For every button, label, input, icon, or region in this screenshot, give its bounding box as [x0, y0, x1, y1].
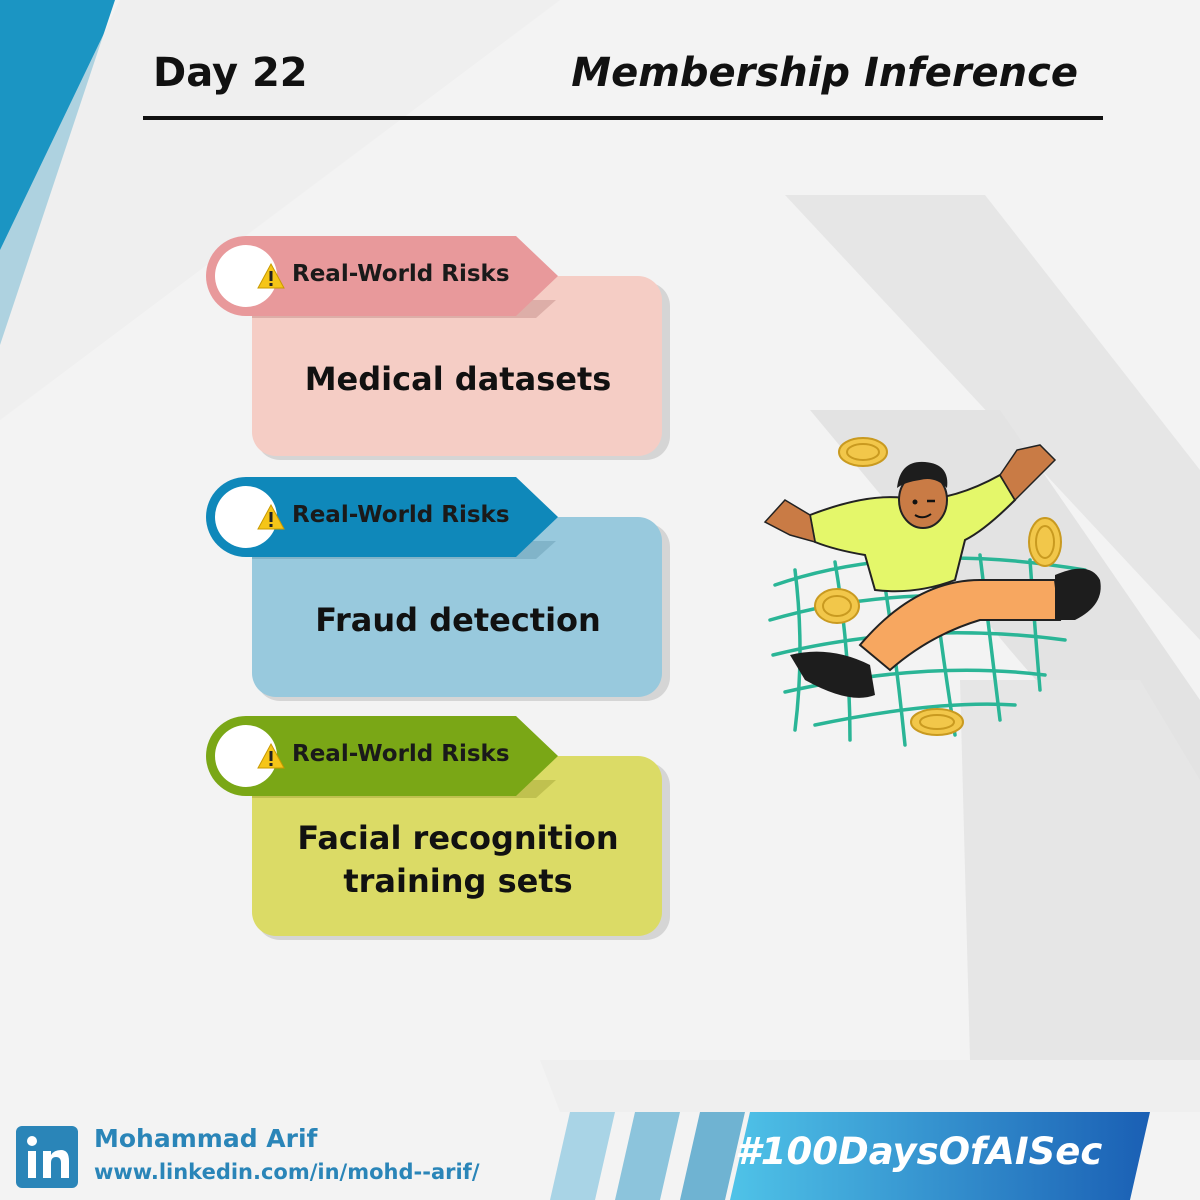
card-shape [206, 236, 670, 460]
profile-link[interactable]: www.linkedin.com/in/mohd--arif/ [94, 1160, 480, 1184]
coin-icon [910, 708, 964, 736]
warning-icon [257, 743, 285, 769]
person-falling-in-net-illustration [763, 437, 1101, 747]
page-title: Membership Inference [571, 50, 1078, 96]
card-shape [206, 716, 670, 940]
author-name: Mohammad Arif [94, 1124, 318, 1153]
warning-icon [257, 263, 285, 289]
risk-card-medical: Real-World Risks Medical datasets [206, 236, 676, 460]
hashtag-label: #100DaysOfAISec [735, 1130, 1103, 1173]
risk-card-facial: Real-World Risks Facial recognition trai… [206, 716, 676, 940]
risk-card-text: Fraud detection [256, 523, 660, 699]
risk-badge-label: Real-World Risks [292, 261, 510, 287]
linkedin-icon[interactable] [16, 1126, 78, 1188]
hashtag-banner [550, 1112, 1150, 1200]
coin-icon [838, 437, 888, 467]
risk-line: training sets [343, 862, 573, 900]
coin-icon [814, 588, 860, 624]
coin-icon [1028, 517, 1062, 567]
risk-line: Medical datasets [304, 360, 612, 399]
risk-badge-label: Real-World Risks [292, 502, 510, 528]
day-label: Day 22 [153, 50, 308, 96]
card-shape [206, 477, 670, 701]
risk-line: Fraud detection [315, 601, 601, 640]
risk-card-text: Medical datasets [256, 282, 660, 458]
header-divider [143, 116, 1103, 120]
risk-badge-label: Real-World Risks [292, 741, 510, 767]
risk-line: Facial recognition [297, 818, 619, 857]
risk-card-fraud: Real-World Risks Fraud detection [206, 477, 676, 701]
warning-icon [257, 504, 285, 530]
risk-card-text: Facial recognition training sets [256, 762, 660, 938]
